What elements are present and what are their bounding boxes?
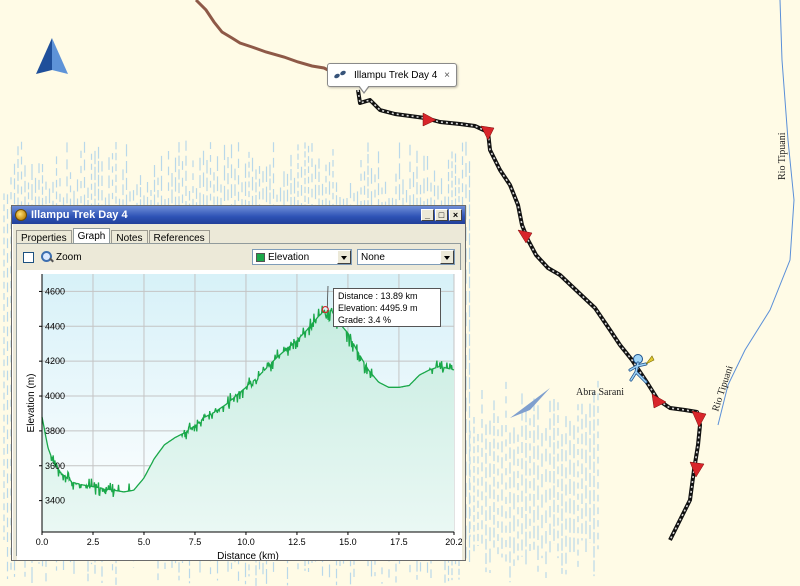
north-arrow-icon: [36, 38, 68, 74]
zoom-checkbox[interactable]: [23, 251, 34, 263]
map-label-pass: Abra Sarani: [576, 387, 624, 398]
y-tick-label: 3800: [45, 426, 65, 436]
series-select[interactable]: Elevation: [252, 249, 352, 265]
window-title: Illampu Trek Day 4: [31, 209, 128, 221]
elevation-chart[interactable]: 3400 3600 3800 4000 4200 4400 4600 0.0 2.5 5.0 7.5…: [17, 270, 462, 560]
x-tick-label: 5.0: [138, 537, 151, 547]
tooltip-distance: Distance : 13.89 km: [338, 291, 418, 301]
x-tick-label: 20.2: [445, 537, 462, 547]
direction-arrow: [422, 112, 437, 127]
x-tick-label: 10.0: [237, 537, 255, 547]
secondary-series-select[interactable]: None: [357, 249, 455, 265]
tooltip-pointer: [326, 285, 329, 308]
cursor-marker: [321, 305, 329, 314]
window-titlebar[interactable]: Illampu Trek Day 4 _ □ ×: [12, 206, 465, 224]
minimize-button[interactable]: _: [421, 209, 434, 221]
lake-shape: [510, 388, 550, 418]
y-tick-label: 4600: [45, 286, 65, 296]
tab-bar: Properties Graph Notes References: [12, 224, 465, 246]
y-axis-title: Elevation (m): [26, 374, 37, 433]
y-tick-label: 4000: [45, 391, 65, 401]
graph-toolbar: Zoom Elevation None: [17, 244, 460, 270]
x-tick-label: 12.5: [288, 537, 306, 547]
elevation-area: [42, 305, 454, 532]
chevron-down-icon[interactable]: [337, 250, 351, 264]
popup-title: Illampu Trek Day 4: [354, 69, 438, 81]
y-tick-label: 3600: [45, 461, 65, 471]
secondary-select-value: None: [361, 251, 385, 263]
chevron-down-icon[interactable]: [440, 250, 454, 264]
series-select-value: Elevation: [268, 251, 310, 263]
direction-arrow: [480, 125, 495, 141]
track-properties-window[interactable]: Illampu Trek Day 4 _ □ × Properties Grap…: [11, 205, 466, 561]
footprints-icon: [334, 70, 348, 80]
magnifier-icon: [40, 250, 54, 264]
zoom-label: Zoom: [56, 251, 82, 263]
tooltip-grade: Grade: 3.4 %: [338, 315, 392, 325]
direction-arrow: [651, 393, 667, 409]
tab-references[interactable]: References: [148, 230, 210, 246]
elevation-line: [41, 305, 455, 498]
map-label-river: Rio Tipuani: [710, 364, 735, 413]
y-tick-label: 3400: [45, 496, 65, 506]
direction-arrow: [517, 229, 533, 244]
hiker-waypoint-icon[interactable]: [628, 354, 655, 384]
y-tick-label: 4400: [45, 321, 65, 331]
popup-close-button[interactable]: ×: [444, 69, 450, 81]
x-tick-label: 0.0: [36, 537, 49, 547]
x-tick-label: 7.5: [189, 537, 202, 547]
chart-tooltip: Distance : 13.89 km Elevation: 4495.9 m …: [333, 288, 441, 327]
tab-graph[interactable]: Graph: [72, 228, 111, 246]
maximize-button[interactable]: □: [435, 209, 448, 221]
tab-properties[interactable]: Properties: [16, 230, 72, 246]
river-line: [717, 0, 795, 426]
popup-pointer: [358, 85, 370, 94]
direction-arrow: [689, 461, 705, 478]
previous-track-line: [194, 0, 333, 74]
series-color-swatch: [256, 252, 265, 262]
x-tick-label: 15.0: [339, 537, 357, 547]
map-label-river: Rio Tipuani: [777, 132, 788, 180]
x-tick-label: 17.5: [390, 537, 408, 547]
tooltip-elevation: Elevation: 4495.9 m: [338, 303, 418, 313]
graph-panel: Zoom Elevation None 3400 3600 3800 4000 4200…: [16, 243, 462, 560]
x-axis-title: Distance (km): [217, 551, 279, 560]
tab-notes[interactable]: Notes: [111, 230, 148, 246]
direction-arrows: [422, 112, 707, 478]
waypoint-popup[interactable]: Illampu Trek Day 4 ×: [327, 63, 457, 87]
y-tick-label: 4200: [45, 356, 65, 366]
x-tick-label: 2.5: [87, 537, 100, 547]
direction-arrow: [691, 410, 707, 428]
close-button[interactable]: ×: [449, 209, 462, 221]
app-globe-icon: [15, 209, 27, 221]
